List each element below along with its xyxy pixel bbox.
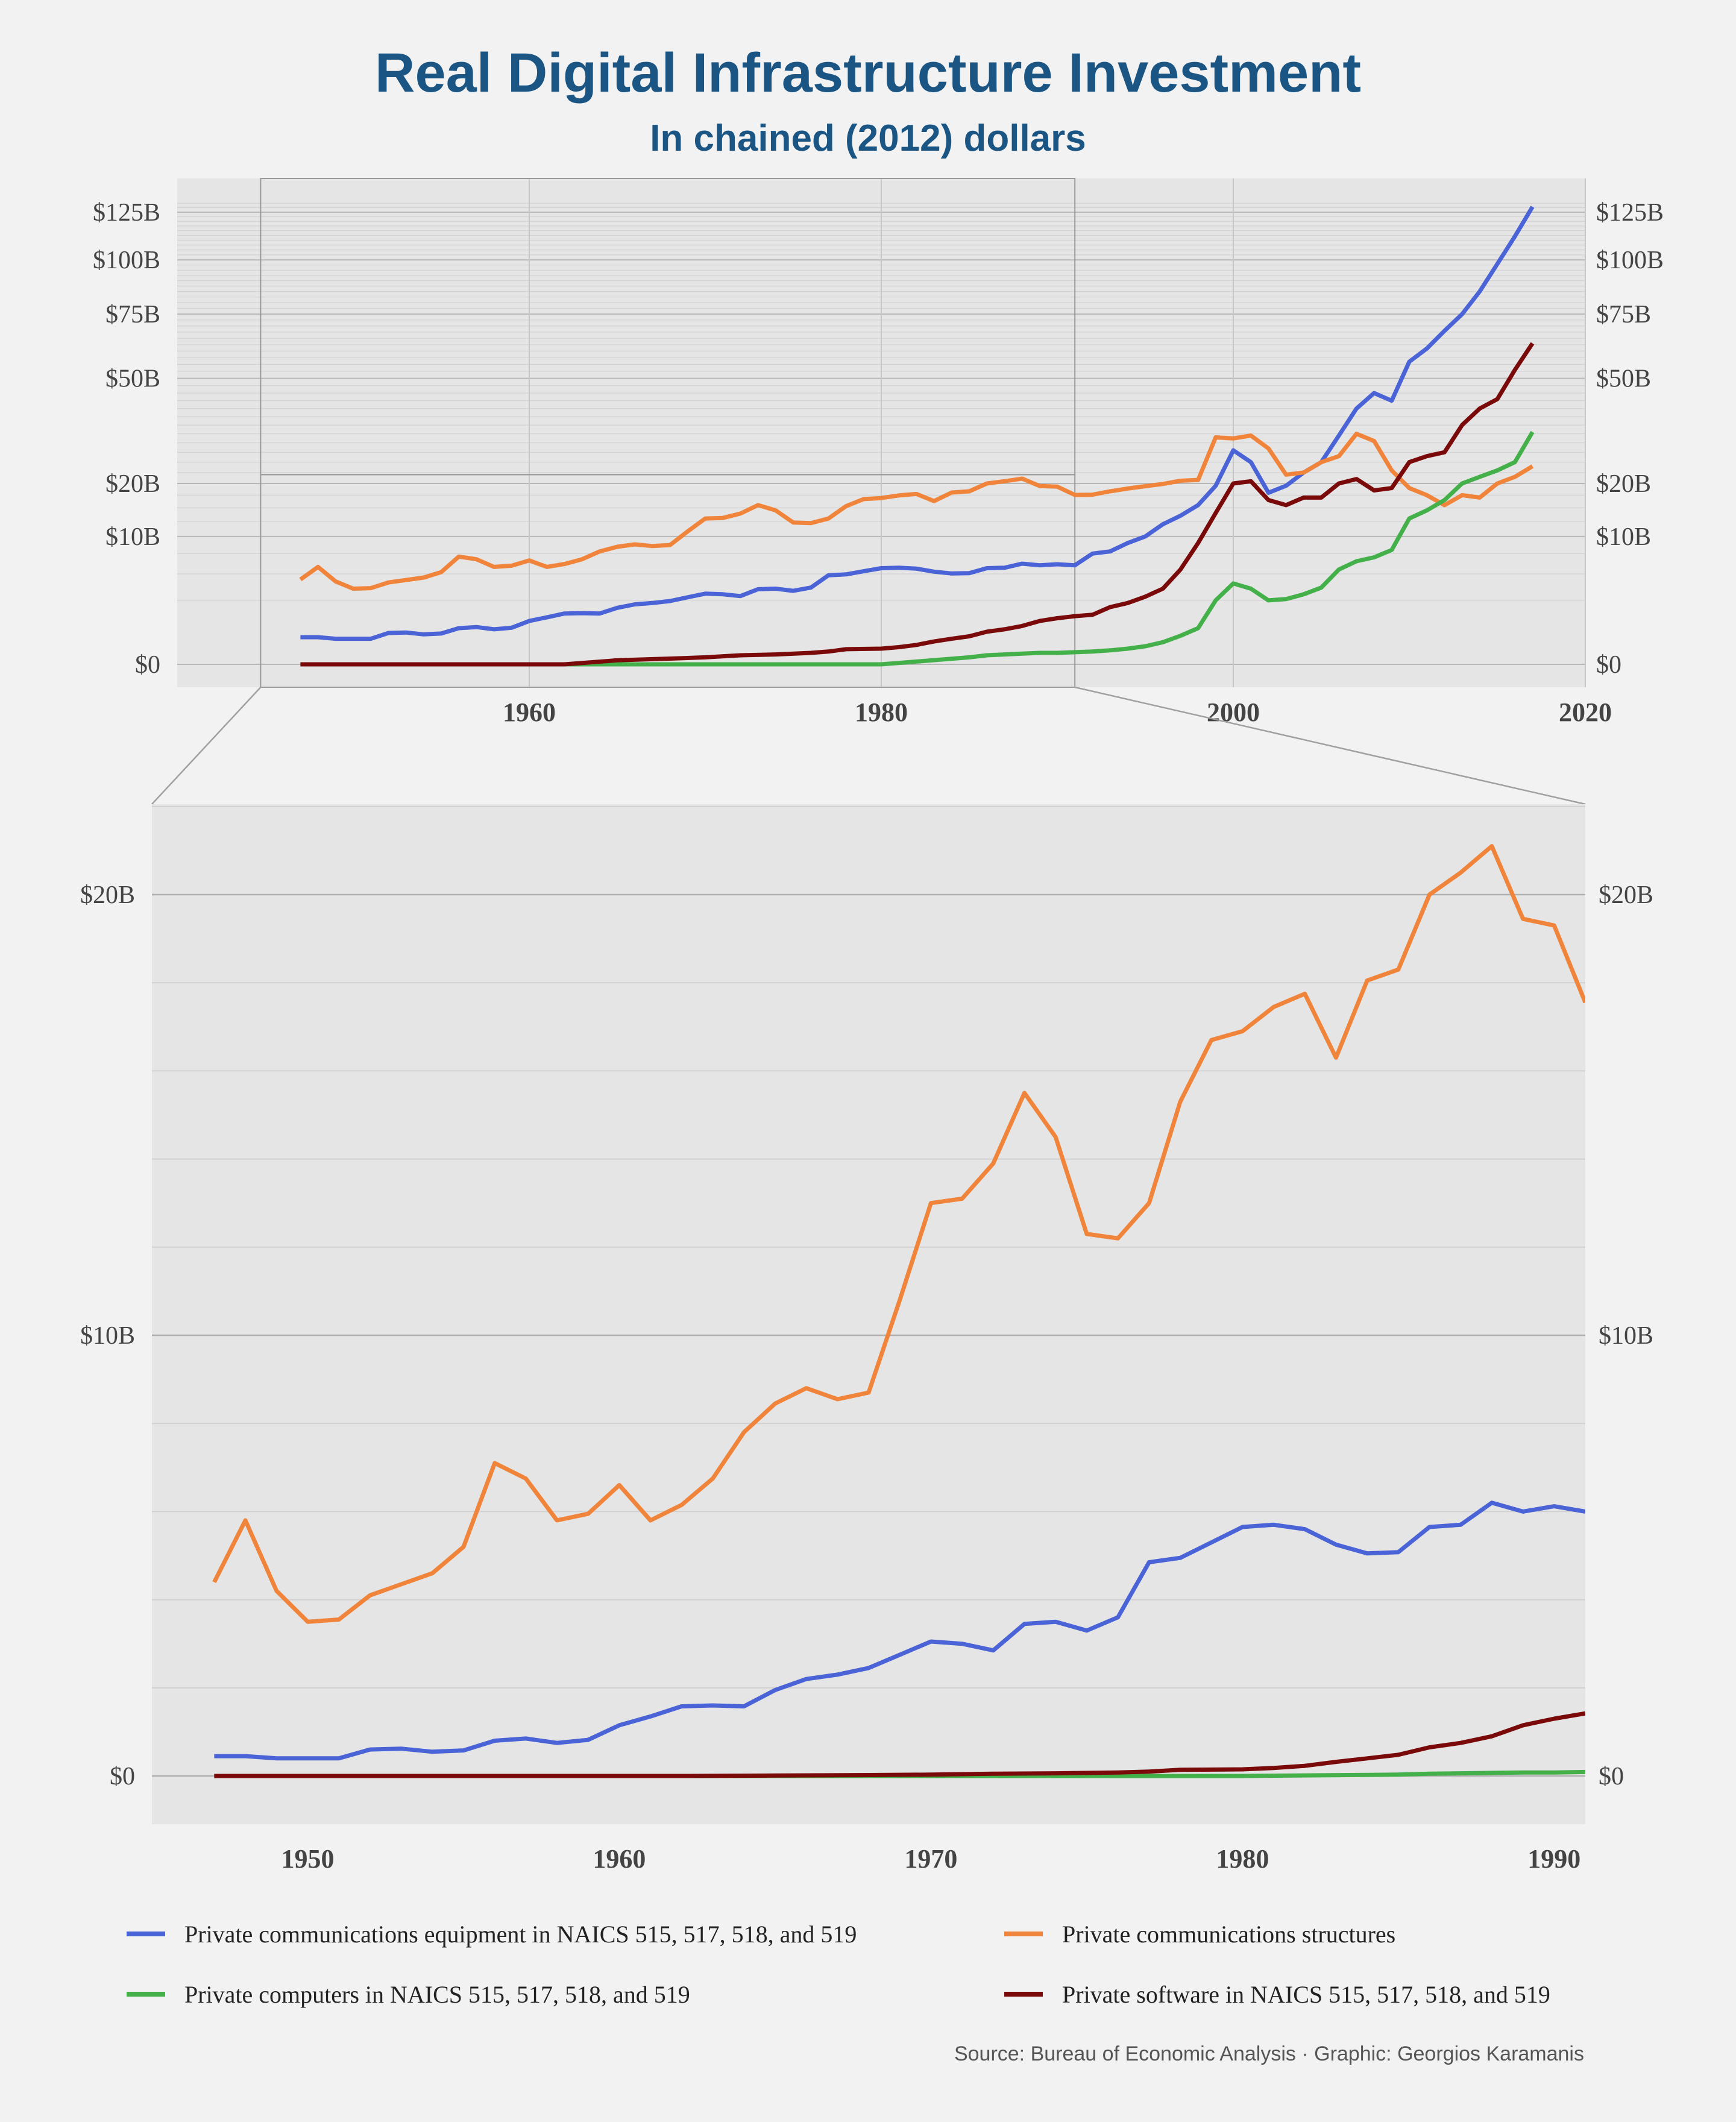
legend-label-structures: Private communications structures [1062,1921,1395,1948]
legend-label-equipment: Private communications equipment in NAIC… [184,1921,857,1948]
zoom-panel: $0 $0 $10B $10B $20B $20B 1950 1960 1970 1980 1990 [80,804,1653,1874]
overview-y-tick-label-left: $20B [105,470,160,498]
overview-y-tick-label-right: $50B [1596,365,1651,393]
zoom-x-tick-label: 1950 [281,1844,334,1874]
overview-series-line-software [300,342,1535,667]
zoom-y-tick-label-right: $0 [1599,1763,1624,1790]
legend-label-software: Private software in NAICS 515, 517, 518,… [1062,1981,1550,2008]
zoom-x-tick-label: 1980 [1216,1844,1269,1874]
overview-y-tick-label-left: $125B [93,199,160,227]
zoom-x-tick-label: 1960 [593,1844,646,1874]
source-caption: Source: Bureau of Economic Analysis · Gr… [954,2042,1584,2065]
overview-series-line-structures [299,432,1534,591]
overview-series-line-equipment [300,206,1535,641]
zoom-series-line-software [214,1711,1585,1778]
zoom-connector-left [151,687,262,805]
legend-label-computers: Private computers in NAICS 515, 517, 518… [184,1981,690,2008]
overview-zoom-box-lower [260,474,1076,688]
overview-y-tick-label-left: $0 [135,651,160,679]
zoom-y-tick-label-right: $20B [1599,881,1653,909]
overview-y-tick-label-right: $75B [1596,301,1651,329]
zoom-plot-area [152,804,1585,1824]
overview-series-line-computers [300,430,1535,667]
overview-panel: $0 $0 $10B $10B $20B $20B $50B $50B $75B $75B $100… [93,178,1664,727]
zoom-y-tick-label-left: $20B [80,881,135,909]
overview-y-tick-label-left: $10B [105,523,160,551]
overview-x-tick-label: 1960 [503,697,556,727]
zoom-connector-lines [151,686,1586,805]
zoom-y-tick-label-left: $10B [80,1322,135,1350]
zoom-connector-right [1074,686,1586,805]
zoom-y-tick-label-right: $10B [1599,1322,1653,1350]
zoom-y-tick-label-left: $0 [110,1763,135,1790]
overview-y-tick-label-right: $100B [1596,247,1664,274]
overview-y-tick-label-right: $125B [1596,199,1664,227]
chart-title: Real Digital Infrastructure Investment [375,42,1361,104]
overview-x-tick-label: 2000 [1207,697,1260,727]
overview-y-tick-label-left: $75B [105,301,160,329]
zoom-series-line-structures [212,844,1585,1624]
zoom-x-tick-label: 1970 [904,1844,957,1874]
legend: Private communications equipment in NAIC… [127,1921,1550,2008]
overview-y-tick-label-right: $0 [1596,651,1621,679]
overview-y-tick-label-left: $100B [93,247,160,274]
overview-y-tick-label-left: $50B [105,365,160,393]
chart-subtitle: In chained (2012) dollars [650,118,1086,159]
overview-x-tick-label: 1980 [855,697,908,727]
overview-x-tick-label: 2020 [1559,697,1612,727]
overview-y-tick-label-right: $10B [1596,523,1651,551]
overview-y-tick-label-right: $20B [1596,470,1651,498]
zoom-series-group [212,844,1585,1778]
zoom-x-tick-label: 1990 [1527,1844,1580,1874]
zoom-series-line-equipment [214,1500,1585,1761]
